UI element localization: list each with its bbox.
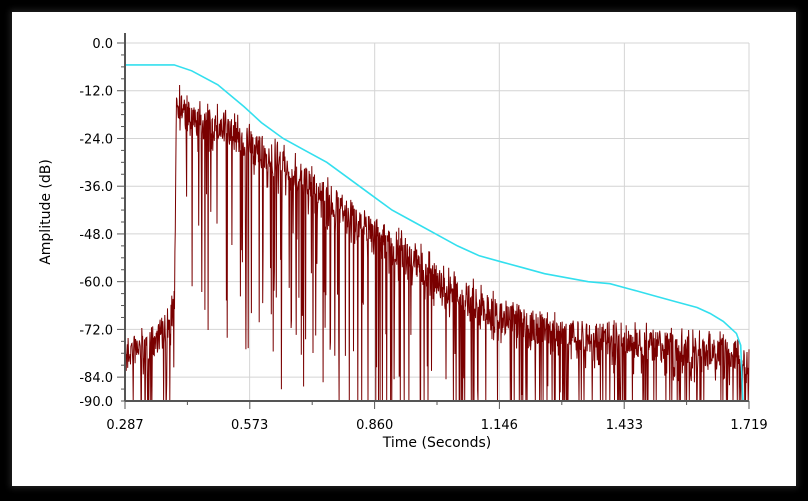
chart-panel: 0.0 -12.0 -24.0 -36.0 -48.0 -60.0 -72.0 -84.0 -9… [12, 12, 796, 486]
y-tick-label-2: -24.0 [79, 132, 113, 147]
amplitude-time-chart: 0.0 -12.0 -24.0 -36.0 -48.0 -60.0 -72.0 -84.0 -9… [38, 33, 768, 451]
x-tick-label-5: 1.719 [730, 418, 767, 433]
y-tick-label-6: -72.0 [79, 323, 113, 338]
x-tick-label-2: 0.860 [356, 418, 393, 433]
y-tick-label-1: -12.0 [79, 85, 113, 100]
y-tick-label-7: -84.0 [79, 371, 113, 386]
axes: 0.0 -12.0 -24.0 -36.0 -48.0 -60.0 -72.0 -84.0 -9… [79, 33, 768, 433]
decay-curve-line [125, 64, 744, 401]
y-tick-label-0: 0.0 [92, 37, 113, 52]
y-tick-label-8: -90.0 [79, 395, 113, 410]
x-tick-label-1: 0.573 [231, 418, 268, 433]
x-tick-label-0: 0.287 [106, 418, 143, 433]
y-tick-label-4: -48.0 [79, 228, 113, 243]
y-tick-label-3: -36.0 [79, 180, 113, 195]
y-tick-label-5: -60.0 [79, 276, 113, 291]
x-axis-title: Time (Seconds) [382, 435, 491, 451]
data-series [125, 64, 750, 401]
signal-line [125, 84, 750, 401]
x-tick-label-3: 1.146 [481, 418, 518, 433]
x-tick-label-4: 1.433 [606, 418, 643, 433]
y-axis-title: Amplitude (dB) [38, 159, 54, 265]
